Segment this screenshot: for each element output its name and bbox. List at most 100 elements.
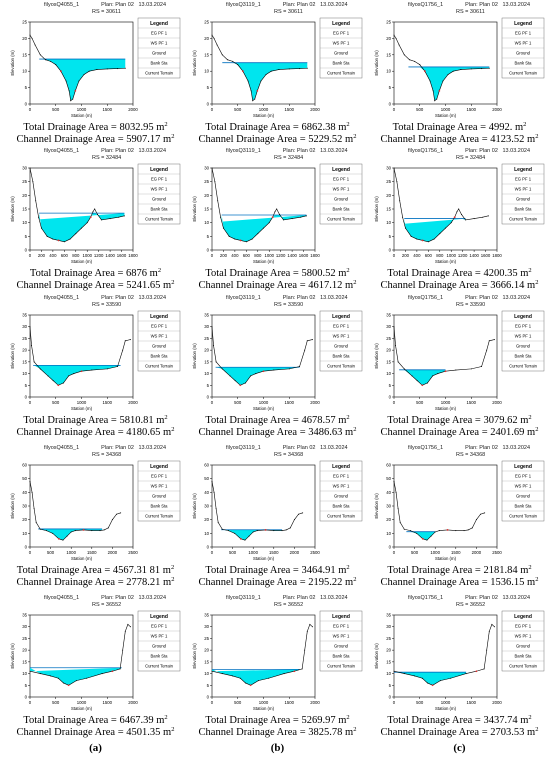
chart-panel: filyosQ4055_1 Plan: Plan 02 13.03.2024 RS … <box>8 148 183 291</box>
ground-point <box>234 238 236 240</box>
x-tick-label: 1800 <box>128 253 138 258</box>
bank-station-marker <box>264 529 267 531</box>
ground-point <box>244 682 246 684</box>
x-tick-label: 500 <box>52 700 60 705</box>
x-tick-label: 0 <box>393 253 396 258</box>
ground-point <box>426 382 428 384</box>
ground-point <box>393 34 395 36</box>
water-surface-area <box>221 529 283 541</box>
x-tick-label: 500 <box>47 550 55 555</box>
ground-point <box>120 512 122 514</box>
water-surface-area <box>33 365 121 386</box>
y-tick-label: 20 <box>386 517 391 522</box>
x-tick-label: 1000 <box>441 400 451 405</box>
ground-point <box>481 366 483 368</box>
ground-point <box>122 649 124 651</box>
ground-point <box>288 68 290 70</box>
ground-point <box>437 373 439 375</box>
ground-line <box>393 34 490 102</box>
ground-point <box>434 100 436 102</box>
x-tick-label: 1000 <box>248 550 258 555</box>
ground-point <box>486 649 488 651</box>
water-surface-area <box>30 667 122 686</box>
ground-point <box>213 491 215 493</box>
water-surface-area <box>215 367 300 386</box>
plan-name: Plan: Plan 02 <box>282 445 316 451</box>
y-tick-label: 40 <box>386 490 391 495</box>
x-tick-label: 1500 <box>451 550 461 555</box>
y-tick-label: 35 <box>22 313 27 318</box>
ground-point <box>69 238 71 240</box>
legend-item: Ground <box>334 197 349 202</box>
legend-title: Legend <box>514 464 532 470</box>
y-tick-label: 40 <box>22 490 27 495</box>
ground-point <box>227 530 229 532</box>
ground-point <box>255 373 257 375</box>
chart-header: filyosQ4055_1 Plan: Plan 02 13.03.2024 RS … <box>44 595 166 608</box>
total-drainage-area: Total Drainage Area = 3464.91 m2 <box>190 564 365 577</box>
legend: Legend EG PF 1 WS PF 1 Ground Bank Sta Curren… <box>137 17 181 79</box>
y-axis-label: Elevation (m) <box>192 643 197 669</box>
water-surface-area <box>408 66 490 101</box>
channel-drainage-area: Channel Drainage Area = 2401.69 m2 <box>372 426 547 439</box>
legend-item: EG PF 1 <box>515 177 532 182</box>
x-tick-label: 500 <box>416 700 424 705</box>
channel-drainage-area: Channel Drainage Area = 2195.22 m2 <box>190 576 365 589</box>
ground-point <box>31 491 33 493</box>
unit-superscript: 2 <box>535 133 539 140</box>
legend-item: Ground <box>152 344 167 349</box>
legend-item: Ground <box>334 51 349 56</box>
legend-item: Current Terrain <box>145 664 174 669</box>
ground-point <box>232 675 234 677</box>
ground-point <box>221 528 223 530</box>
x-tick-label: 1000 <box>446 253 456 258</box>
ground-point <box>260 80 262 82</box>
y-tick-label: 15 <box>386 52 391 57</box>
ground-point <box>232 60 234 62</box>
y-tick-label: 20 <box>204 648 209 653</box>
x-tick-label: 200 <box>220 253 228 258</box>
y-tick-label: 35 <box>204 613 209 618</box>
ground-point <box>68 90 70 92</box>
ground-point <box>47 375 49 377</box>
legend-item: Current Terrain <box>327 71 356 76</box>
y-tick-label: 20 <box>22 193 27 198</box>
unit-superscript: 2 <box>171 279 175 286</box>
ground-point <box>118 216 120 218</box>
x-axis-label: Station (m) <box>435 706 457 711</box>
y-tick-label: 20 <box>204 193 209 198</box>
ground-point <box>263 227 264 229</box>
total-area-text: Total Drainage Area = 4567.31 81 m <box>16 565 171 576</box>
ground-point <box>445 227 446 229</box>
total-drainage-area: Total Drainage Area = 4678.57 m2 <box>190 414 365 427</box>
x-tick-label: 1000 <box>77 400 87 405</box>
ground-point <box>122 349 124 351</box>
ground-point <box>426 539 428 541</box>
legend-item: EG PF 1 <box>333 31 350 36</box>
unit-superscript: 2 <box>523 121 527 128</box>
x-tick-label: 500 <box>411 550 419 555</box>
plot-frame <box>393 614 498 698</box>
chart-header: filyosQ3119_1 Plan: Plan 02 13.03.2024 RS … <box>226 445 348 458</box>
y-tick-label: 20 <box>22 36 27 41</box>
x-tick-label: 1000 <box>66 550 76 555</box>
unit-superscript: 2 <box>164 414 168 421</box>
legend-item: Bank Sta <box>515 61 533 66</box>
ground-point <box>416 532 418 534</box>
y-tick-label: 30 <box>22 624 27 629</box>
y-tick-label: 5 <box>25 85 28 90</box>
x-tick-label: 1600 <box>117 253 127 258</box>
ground-point <box>281 530 283 532</box>
water-surface-area <box>406 531 436 541</box>
ground-point <box>299 366 301 368</box>
ground-point <box>244 539 246 541</box>
plan-name: Plan: Plan 02 <box>465 445 498 451</box>
x-axis-label: Station (m) <box>253 113 275 118</box>
legend-title: Legend <box>150 21 168 27</box>
ground-point <box>252 100 254 102</box>
river-station: RS = 36552 <box>456 601 486 608</box>
channel-area-text: Channel Drainage Area = 3486.63 m <box>198 427 354 438</box>
x-tick-label: 1000 <box>259 107 269 112</box>
ground-point <box>52 380 54 382</box>
